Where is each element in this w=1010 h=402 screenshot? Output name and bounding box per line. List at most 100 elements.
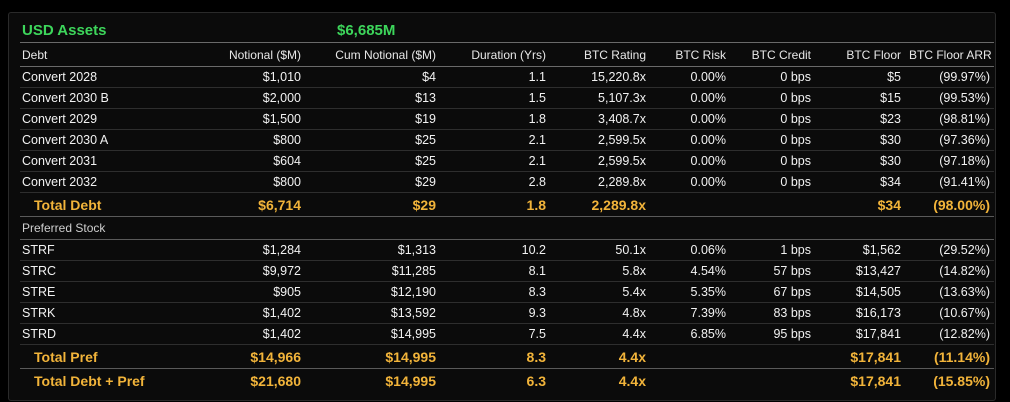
cell-btc-floor: $34 <box>815 171 905 193</box>
cell-cum-notional-m: $14,995 <box>305 368 440 392</box>
cell-btc-risk: 5.35% <box>650 281 730 303</box>
cell-btc-floor-arr: (13.63%) <box>905 281 994 303</box>
cell-notional-m: $1,402 <box>180 323 305 345</box>
cell-cum-notional-m: $25 <box>305 129 440 151</box>
preferred-row: STRK $1,402 $13,592 9.3 4.8x 7.39% 83 bps $16,1… <box>20 302 994 324</box>
cell-debt: STRE <box>20 281 180 303</box>
cell-btc-risk: 0.00% <box>650 129 730 151</box>
cell-cum-notional-m: $13 <box>305 87 440 109</box>
column-header: Duration (Yrs) <box>440 42 550 67</box>
cell-btc-floor-arr: (11.14%) <box>933 348 990 365</box>
cell-btc-rating: 50.1x <box>550 239 650 261</box>
cell-duration-yrs: 1.8 <box>440 192 550 217</box>
cell-btc-rating: 4.4x <box>550 323 650 345</box>
cell-btc-rating: 2,289.8x <box>550 171 650 193</box>
cell-btc-credit: 0 bps <box>730 66 815 88</box>
cell-duration-yrs: 2.1 <box>440 129 550 151</box>
cell-btc-floor-arr: (99.53%) <box>905 87 994 109</box>
cell-btc-rating: 5,107.3x <box>550 87 650 109</box>
cell-btc-credit: 67 bps <box>730 281 815 303</box>
cell-btc-floor: $16,173 <box>815 302 905 324</box>
cell-debt: Convert 2029 <box>20 108 180 130</box>
cell-btc-floor: $1,562 <box>815 239 905 261</box>
debt-row: Convert 2030 B $2,000 $13 1.5 5,107.3x 0.00% 0… <box>20 87 994 109</box>
cell-btc-floor: $30 <box>815 129 905 151</box>
cell-duration-yrs: 1.1 <box>440 66 550 88</box>
cell-notional-m: $21,680 <box>180 368 305 392</box>
cell-btc-floor: $14,505 <box>815 281 905 303</box>
cell-btc-risk: 0.00% <box>650 108 730 130</box>
preferred-stock-section-label: Preferred Stock <box>20 216 994 240</box>
column-header: Debt <box>20 42 180 67</box>
cell-debt: Total Pref <box>34 348 98 365</box>
cell-notional-m: $1,010 <box>180 66 305 88</box>
cell-debt: Convert 2030 A <box>20 129 180 151</box>
total-pref-row: Total Pref $14,966 $14,995 8.3 4.4x $17,841 (1… <box>20 345 994 369</box>
cell-btc-floor-arr: (29.52%) <box>905 239 994 261</box>
cell-duration-yrs: 2.8 <box>440 171 550 193</box>
cell-cum-notional-m: $1,313 <box>305 239 440 261</box>
cell-btc-floor: $30 <box>815 150 905 172</box>
debt-row: Convert 2031 $604 $25 2.1 2,599.5x 0.00% 0 bps… <box>20 150 994 172</box>
cell-btc-credit: 0 bps <box>730 150 815 172</box>
column-header: BTC Floor ARR <box>905 42 994 67</box>
cell-duration-yrs: 10.2 <box>440 239 550 261</box>
cell-btc-risk: 0.00% <box>650 87 730 109</box>
cell-notional-m: $6,714 <box>180 192 305 217</box>
cell-btc-credit <box>730 345 815 369</box>
cell-btc-credit: 1 bps <box>730 239 815 261</box>
cell-debt: STRF <box>20 239 180 261</box>
cell-debt: Convert 2030 B <box>20 87 180 109</box>
cell-btc-risk: 0.00% <box>650 171 730 193</box>
cell-duration-yrs: 8.1 <box>440 260 550 282</box>
cell-btc-risk: 4.54% <box>650 260 730 282</box>
cell-duration-yrs: 9.3 <box>440 302 550 324</box>
cell-btc-credit: 95 bps <box>730 323 815 345</box>
cell-btc-floor-arr: (15.85%) <box>905 368 994 392</box>
cell-btc-credit: 0 bps <box>730 108 815 130</box>
debt-row: Convert 2032 $800 $29 2.8 2,289.8x 0.00% 0 bps… <box>20 171 994 193</box>
cell-cum-notional-m: $14,995 <box>305 323 440 345</box>
cell-btc-rating: 2,289.8x <box>550 192 650 217</box>
cell-duration-yrs: 2.1 <box>440 150 550 172</box>
cell-btc-risk <box>650 368 730 392</box>
column-header: BTC Rating <box>550 42 650 67</box>
cell-btc-risk: 0.00% <box>650 150 730 172</box>
debt-row: Convert 2028 $1,010 $4 1.1 15,220.8x 0.00% 0 b… <box>20 66 994 88</box>
cell-btc-floor-arr: (99.97%) <box>905 66 994 88</box>
cell-btc-rating: 5.4x <box>550 281 650 303</box>
cell-notional-m: $9,972 <box>180 260 305 282</box>
cell-btc-rating: 5.8x <box>550 260 650 282</box>
cell-btc-risk: 6.85% <box>650 323 730 345</box>
preferred-row: STRE $905 $12,190 8.3 5.4x 5.35% 67 bps $14,505… <box>20 281 994 303</box>
cell-notional-m: $800 <box>180 129 305 151</box>
cell-btc-risk: 7.39% <box>650 302 730 324</box>
cell-btc-risk: 0.00% <box>650 66 730 88</box>
cell-notional-m: $604 <box>180 150 305 172</box>
cell-btc-floor: $5 <box>815 66 905 88</box>
total-debt-pref-row: Total Debt + Pref $21,680 $14,995 6.3 4.4x $1… <box>20 368 994 392</box>
cell-btc-rating: 4.4x <box>618 348 646 365</box>
cell-btc-floor: $23 <box>815 108 905 130</box>
cell-cum-notional-m: $13,592 <box>305 302 440 324</box>
cell-debt: Convert 2028 <box>20 66 180 88</box>
cell-btc-floor: $17,841 <box>815 368 905 392</box>
cell-cum-notional-m: $14,995 <box>385 348 436 365</box>
cell-notional-m: $1,402 <box>180 302 305 324</box>
cell-btc-credit: 83 bps <box>730 302 815 324</box>
cell-debt: STRD <box>20 323 180 345</box>
assets-table: USD Assets $6,685M Debt Notional ($M) Cum … <box>20 20 994 392</box>
cell-btc-credit: 0 bps <box>730 171 815 193</box>
cell-notional-m: $14,966 <box>250 348 301 365</box>
cell-duration-yrs: 7.5 <box>440 323 550 345</box>
debt-row: Convert 2030 A $800 $25 2.1 2,599.5x 0.00% 0 b… <box>20 129 994 151</box>
cell-btc-floor-arr: (97.36%) <box>905 129 994 151</box>
cell-btc-floor: $17,841 <box>850 348 901 365</box>
cell-btc-rating: 2,599.5x <box>550 150 650 172</box>
cell-btc-rating: 15,220.8x <box>550 66 650 88</box>
cell-btc-rating: 2,599.5x <box>550 129 650 151</box>
usd-assets-value: $6,685M <box>337 22 396 39</box>
usd-assets-label: USD Assets <box>22 22 107 39</box>
cell-notional-m: $1,500 <box>180 108 305 130</box>
cell-notional-m: $1,284 <box>180 239 305 261</box>
